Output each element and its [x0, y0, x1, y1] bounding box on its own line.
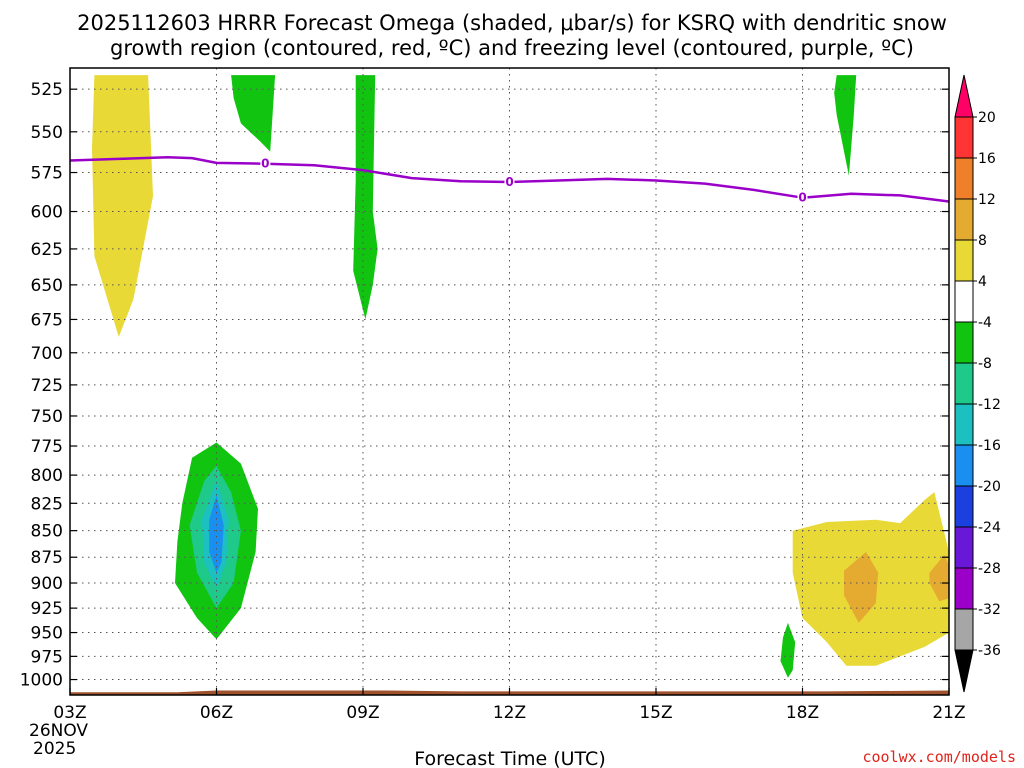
- y-tick-label-900: 900: [31, 574, 63, 594]
- x-tick-label-09Z: 09Z: [346, 703, 379, 723]
- colorbar-label--8: -8: [978, 356, 992, 372]
- colorbar-box-7: [954, 362, 974, 405]
- colorbar-box-6: [954, 321, 974, 364]
- colorbar-label-20: 20: [978, 110, 996, 126]
- y-tick-label-600: 600: [31, 203, 63, 223]
- y-tick-label-1000: 1000: [20, 671, 63, 691]
- y-tick-label-825: 825: [31, 494, 63, 514]
- colorbar-box-2: [954, 157, 974, 200]
- colorbar-box-10: [954, 485, 974, 528]
- y-tick-label-775: 775: [31, 437, 63, 457]
- colorbar-box-5: [954, 280, 974, 323]
- omega-region-10: [844, 552, 879, 623]
- colorbar-bottom-arrow: [954, 649, 974, 693]
- x-tick-label-18Z: 18Z: [786, 703, 819, 723]
- credit-link[interactable]: coolwx.com/models: [862, 748, 1016, 766]
- y-tick-label-575: 575: [31, 164, 63, 184]
- freezing-level-line: [70, 156, 949, 203]
- x-tick-label-06Z: 06Z: [200, 703, 233, 723]
- omega-region-8: [780, 622, 796, 678]
- colorbar-box-12: [954, 567, 974, 610]
- colorbar-label--24: -24: [978, 520, 1001, 536]
- colorbar-box-1: [954, 116, 974, 159]
- freezing-level-label: 0: [261, 157, 269, 171]
- x-tick-label-15Z: 15Z: [639, 703, 672, 723]
- y-tick-label-550: 550: [31, 123, 63, 143]
- omega-region-11: [929, 555, 949, 602]
- freezing-level-label-bg: [504, 174, 515, 191]
- colorbar-label-16: 16: [978, 151, 996, 167]
- omega-region-7: [209, 495, 224, 573]
- x-date-line-2: 2025: [33, 739, 76, 759]
- omega-region-1: [231, 75, 276, 152]
- y-tick-label-800: 800: [31, 466, 63, 486]
- y-tick-label-850: 850: [31, 522, 63, 542]
- y-tick-label-950: 950: [31, 624, 63, 644]
- omega-shading-layer: [92, 75, 949, 678]
- colorbar-label--32: -32: [978, 602, 1001, 618]
- colorbar-box-4: [954, 239, 974, 282]
- freezing-level-label: 0: [798, 191, 806, 205]
- chart-title-line-1: 2025112603 HRRR Forecast Omega (shaded, …: [77, 11, 947, 35]
- colorbar-label--36: -36: [978, 643, 1001, 659]
- x-axis: 03Z 06Z 09Z 12Z 15Z 18Z 21Z: [53, 688, 966, 723]
- freezing-level-label-bg: [797, 189, 808, 206]
- freezing-level-layer: 0 0 0: [70, 155, 949, 206]
- chart-title-line-2: growth region (contoured, red, ºC) and f…: [110, 36, 914, 60]
- y-axis: 525 550 575 600 625 650 675 700 725 750 775 800 825 8…: [20, 80, 949, 691]
- freezing-level-label: 0: [505, 175, 513, 189]
- y-tick-label-650: 650: [31, 276, 63, 296]
- omega-region-3: [834, 75, 857, 176]
- colorbar-top-arrow: [954, 74, 974, 118]
- colorbar-box-11: [954, 526, 974, 569]
- colorbar-box-3: [954, 198, 974, 241]
- x-tick-label-21Z: 21Z: [932, 703, 965, 723]
- y-tick-label-975: 975: [31, 647, 63, 667]
- y-tick-label-675: 675: [31, 310, 63, 330]
- colorbar-box-8: [954, 403, 974, 446]
- colorbar-label-4: 4: [978, 274, 987, 290]
- colorbar-label-12: 12: [978, 192, 996, 208]
- y-tick-label-625: 625: [31, 240, 63, 260]
- colorbar-label--28: -28: [978, 561, 1001, 577]
- colorbar-label--4: -4: [978, 315, 992, 331]
- x-tick-label-03Z: 03Z: [53, 703, 86, 723]
- x-axis-label: Forecast Time (UTC): [414, 748, 605, 768]
- x-tick-label-12Z: 12Z: [493, 703, 526, 723]
- colorbar: 20 16 12 8 4 -4 -8 -12 -16 -20 -24 -28 -32 -36: [954, 74, 1001, 693]
- grid-layer: [70, 68, 949, 695]
- colorbar-label--20: -20: [978, 479, 1001, 495]
- y-tick-label-700: 700: [31, 344, 63, 364]
- colorbar-label-8: 8: [978, 233, 987, 249]
- colorbar-label--16: -16: [978, 438, 1001, 454]
- freezing-level-label-bg: [260, 155, 271, 172]
- y-tick-label-875: 875: [31, 548, 63, 568]
- colorbar-box-9: [954, 444, 974, 487]
- omega-region-2: [353, 75, 378, 320]
- colorbar-label--12: -12: [978, 397, 1001, 413]
- y-tick-label-750: 750: [31, 407, 63, 427]
- colorbar-box-13: [954, 608, 974, 651]
- y-tick-label-725: 725: [31, 376, 63, 396]
- x-date-line-1: 26NOV: [29, 721, 88, 741]
- y-tick-label-525: 525: [31, 80, 63, 100]
- y-tick-label-925: 925: [31, 599, 63, 619]
- omega-region-0: [92, 75, 153, 337]
